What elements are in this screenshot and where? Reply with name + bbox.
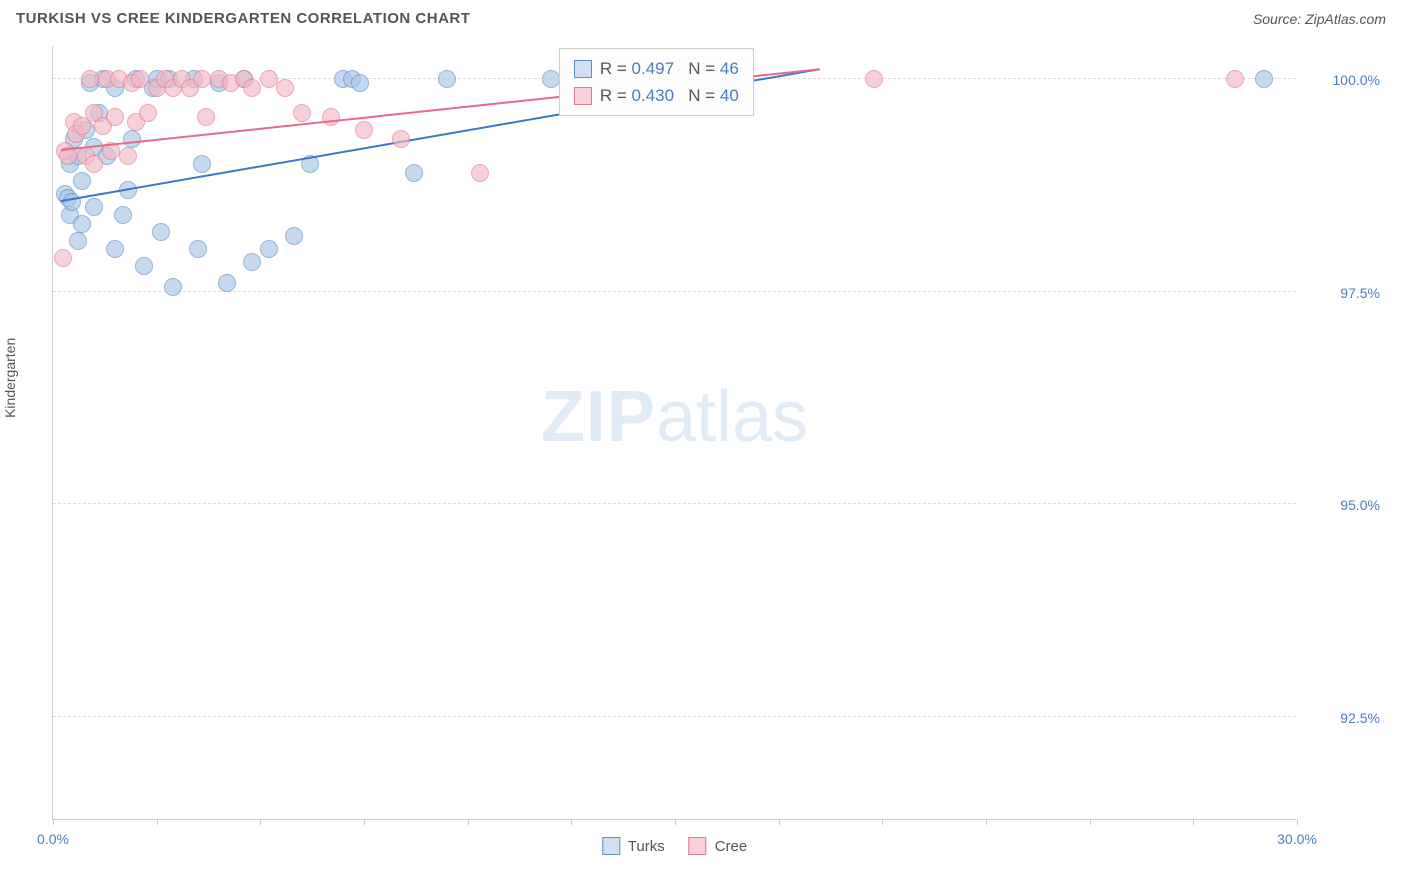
data-point xyxy=(164,278,182,296)
data-point xyxy=(243,79,261,97)
data-point xyxy=(135,257,153,275)
data-point xyxy=(865,70,883,88)
x-tick-mark xyxy=(1090,819,1091,825)
data-point xyxy=(73,172,91,190)
x-tick-mark xyxy=(779,819,780,825)
data-point xyxy=(197,108,215,126)
data-point xyxy=(355,121,373,139)
data-point xyxy=(106,108,124,126)
data-point xyxy=(260,70,278,88)
data-point xyxy=(139,104,157,122)
data-point xyxy=(193,70,211,88)
x-tick-label: 30.0% xyxy=(1277,831,1317,847)
stats-legend: R = 0.497 N = 46R = 0.430 N = 40 xyxy=(559,48,754,116)
data-point xyxy=(243,253,261,271)
legend-swatch xyxy=(689,837,707,855)
legend-swatch xyxy=(602,837,620,855)
y-tick-label: 95.0% xyxy=(1340,497,1380,513)
data-point xyxy=(392,130,410,148)
legend-label: Cree xyxy=(715,838,748,855)
data-point xyxy=(285,227,303,245)
x-tick-mark xyxy=(882,819,883,825)
legend-label: Turks xyxy=(628,838,665,855)
chart-area: Kindergarten ZIPatlas 0.0%30.0%R = 0.497… xyxy=(16,38,1386,862)
legend-swatch xyxy=(574,87,592,105)
data-point xyxy=(322,108,340,126)
y-tick-label: 100.0% xyxy=(1333,72,1380,88)
gridline xyxy=(53,291,1296,292)
data-point xyxy=(471,164,489,182)
data-point xyxy=(351,74,369,92)
data-point xyxy=(405,164,423,182)
x-tick-mark xyxy=(468,819,469,825)
data-point xyxy=(260,240,278,258)
series-legend: Turks Cree xyxy=(602,837,747,855)
x-tick-mark xyxy=(1193,819,1194,825)
data-point xyxy=(85,198,103,216)
data-point xyxy=(152,223,170,241)
data-point xyxy=(73,215,91,233)
chart-title: TURKISH VS CREE KINDERGARTEN CORRELATION… xyxy=(16,10,470,27)
data-point xyxy=(193,155,211,173)
data-point xyxy=(119,147,137,165)
chart-source: Source: ZipAtlas.com xyxy=(1253,11,1386,27)
y-axis-label: Kindergarten xyxy=(2,338,18,418)
legend-swatch xyxy=(574,60,592,78)
x-tick-mark xyxy=(571,819,572,825)
data-point xyxy=(131,70,149,88)
x-tick-label: 0.0% xyxy=(37,831,69,847)
x-tick-mark xyxy=(260,819,261,825)
x-tick-mark xyxy=(53,819,54,825)
x-tick-mark xyxy=(157,819,158,825)
chart-header: TURKISH VS CREE KINDERGARTEN CORRELATION… xyxy=(0,0,1406,33)
data-point xyxy=(218,274,236,292)
x-tick-mark xyxy=(364,819,365,825)
data-point xyxy=(542,70,560,88)
plot-region: ZIPatlas 0.0%30.0%R = 0.497 N = 46R = 0.… xyxy=(52,46,1296,820)
y-tick-label: 92.5% xyxy=(1340,710,1380,726)
gridline xyxy=(53,716,1296,717)
x-tick-mark xyxy=(986,819,987,825)
data-point xyxy=(69,232,87,250)
data-point xyxy=(1255,70,1273,88)
data-point xyxy=(189,240,207,258)
data-point xyxy=(293,104,311,122)
x-tick-mark xyxy=(1297,819,1298,825)
data-point xyxy=(114,206,132,224)
y-tick-label: 97.5% xyxy=(1340,285,1380,301)
data-point xyxy=(1226,70,1244,88)
gridline xyxy=(53,503,1296,504)
x-tick-mark xyxy=(675,819,676,825)
data-point xyxy=(54,249,72,267)
data-point xyxy=(276,79,294,97)
data-point xyxy=(106,240,124,258)
data-point xyxy=(81,70,99,88)
watermark: ZIPatlas xyxy=(541,376,808,458)
data-point xyxy=(85,155,103,173)
data-point xyxy=(123,130,141,148)
data-point xyxy=(438,70,456,88)
